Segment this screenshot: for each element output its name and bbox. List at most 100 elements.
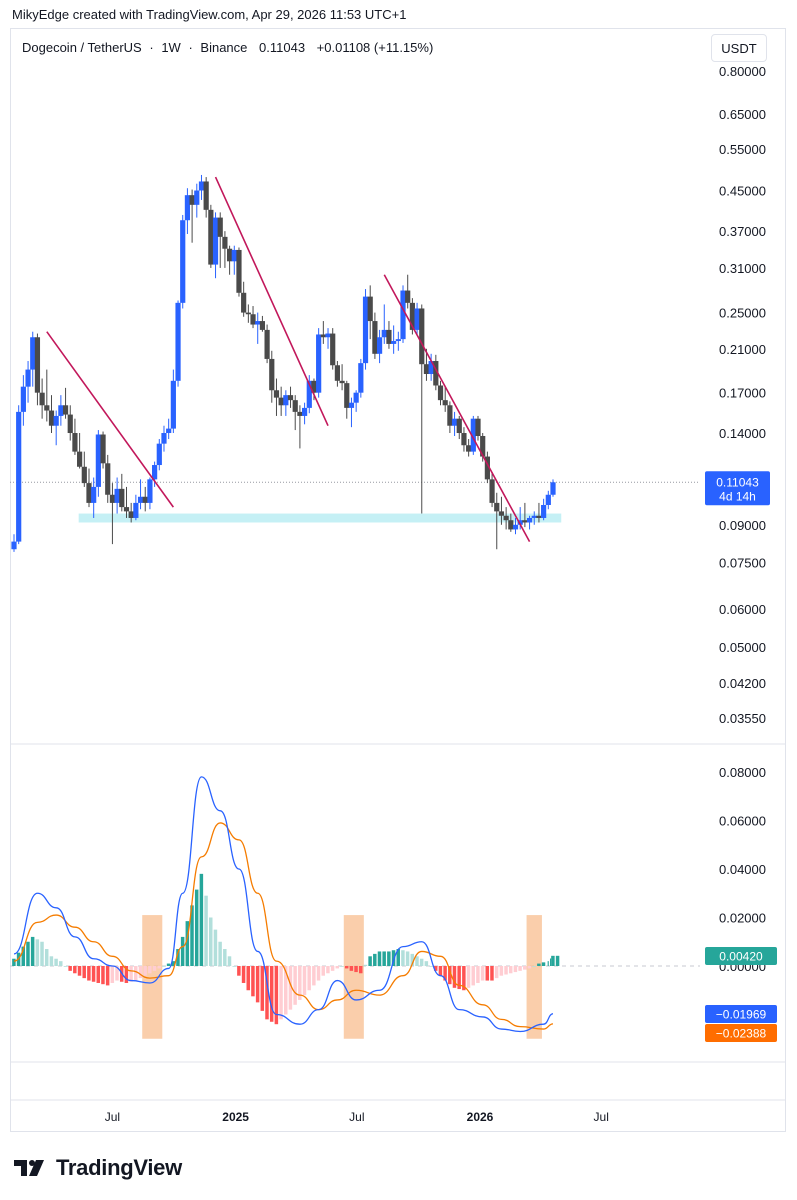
candle-body[interactable] [456, 418, 462, 434]
candle-body[interactable] [62, 405, 69, 415]
candle-body[interactable] [255, 321, 261, 325]
candle-body[interactable] [208, 209, 214, 265]
candle-body[interactable] [376, 337, 383, 354]
candle-body[interactable] [348, 402, 355, 408]
candle-body[interactable] [358, 363, 364, 393]
support-zone[interactable] [78, 513, 562, 523]
candle-body[interactable] [320, 334, 326, 338]
candle-body[interactable] [81, 466, 87, 484]
candle-body[interactable] [48, 410, 55, 426]
candle-body[interactable] [231, 249, 237, 262]
candle-body[interactable] [123, 507, 130, 512]
candle-body[interactable] [339, 380, 345, 384]
candle-body[interactable] [184, 195, 191, 221]
candle-body[interactable] [170, 380, 176, 429]
candle-body[interactable] [419, 308, 425, 365]
candle-body[interactable] [494, 502, 500, 512]
candle-body[interactable] [423, 364, 430, 375]
candle-body[interactable] [119, 488, 125, 508]
candle-body[interactable] [91, 486, 97, 503]
candle-body[interactable] [189, 195, 195, 205]
candle-body[interactable] [433, 361, 439, 386]
candle-body[interactable] [447, 405, 453, 426]
candle-body[interactable] [442, 400, 448, 406]
candle-body[interactable] [283, 395, 289, 406]
candle-body[interactable] [311, 380, 317, 393]
candle-body[interactable] [180, 220, 186, 303]
symbol-name[interactable]: Dogecoin / TetherUS [22, 40, 142, 55]
candle-body[interactable] [11, 541, 17, 550]
candle-body[interactable] [217, 217, 223, 237]
candle-body[interactable] [95, 434, 101, 487]
candle-body[interactable] [405, 290, 411, 303]
candle-body[interactable] [489, 479, 495, 503]
candle-body[interactable] [508, 520, 514, 530]
candle-body[interactable] [470, 418, 476, 452]
candle-body[interactable] [161, 433, 167, 444]
candle-body[interactable] [152, 465, 158, 480]
candle-body[interactable] [536, 515, 542, 518]
candle-body[interactable] [137, 496, 144, 503]
candle-body[interactable] [498, 511, 505, 516]
candle-body[interactable] [133, 502, 139, 518]
interval[interactable]: 1W [161, 40, 181, 55]
candle-body[interactable] [100, 434, 106, 464]
candle-body[interactable] [142, 496, 148, 503]
candle-body[interactable] [203, 181, 209, 210]
candle-body[interactable] [475, 418, 481, 437]
candle-body[interactable] [25, 369, 31, 387]
candle-body[interactable] [166, 428, 172, 434]
candle-body[interactable] [437, 385, 444, 401]
candle-body[interactable] [400, 290, 406, 340]
macd-signal-line[interactable] [13, 822, 554, 1030]
candle-body[interactable] [301, 407, 308, 416]
tradingview-logo[interactable]: TradingView [14, 1153, 182, 1183]
candle-body[interactable] [236, 249, 242, 293]
candle-body[interactable] [503, 515, 509, 521]
candle-body[interactable] [334, 365, 340, 381]
candle-body[interactable] [414, 308, 420, 330]
candle-body[interactable] [480, 436, 486, 457]
candle-body[interactable] [278, 397, 284, 406]
candle-body[interactable] [526, 517, 533, 523]
candle-body[interactable] [105, 463, 111, 495]
candle-body[interactable] [395, 339, 401, 342]
candle-body[interactable] [531, 515, 537, 518]
candle-body[interactable] [306, 380, 312, 408]
candle-body[interactable] [330, 333, 336, 366]
candle-body[interactable] [20, 386, 26, 412]
candle-body[interactable] [198, 181, 205, 191]
trendline[interactable] [383, 274, 531, 542]
candle-body[interactable] [391, 341, 397, 344]
candle-body[interactable] [227, 248, 233, 262]
candle-body[interactable] [367, 296, 373, 322]
candle-body[interactable] [344, 383, 350, 408]
candle-body[interactable] [77, 451, 83, 467]
candle-body[interactable] [353, 392, 359, 403]
candle-body[interactable] [44, 405, 50, 411]
candle-body[interactable] [109, 494, 116, 503]
candle-body[interactable] [484, 456, 490, 480]
candle-body[interactable] [34, 337, 41, 393]
candle-body[interactable] [67, 414, 73, 434]
candle-body[interactable] [362, 296, 369, 364]
candle-body[interactable] [545, 494, 551, 505]
chart-canvas[interactable]: 0.80000 0.65000 0.55000 0.45000 0.37000 0.310… [0, 0, 797, 1140]
candle-body[interactable] [466, 445, 472, 452]
candle-body[interactable] [72, 433, 78, 452]
candle-body[interactable] [517, 520, 523, 525]
candle-body[interactable] [451, 418, 458, 426]
candle-body[interactable] [292, 400, 298, 412]
trendline[interactable] [46, 331, 175, 508]
candle-body[interactable] [53, 415, 59, 426]
highlight-zone[interactable] [142, 915, 163, 1039]
candle-body[interactable] [175, 302, 181, 381]
candle-body[interactable] [316, 334, 322, 393]
candle-body[interactable] [241, 292, 247, 313]
candle-body[interactable] [128, 511, 134, 518]
candle-body[interactable] [194, 190, 200, 205]
candle-body[interactable] [222, 236, 228, 249]
candle-body[interactable] [30, 337, 36, 370]
candle-body[interactable] [325, 333, 331, 338]
candle-body[interactable] [381, 329, 387, 338]
